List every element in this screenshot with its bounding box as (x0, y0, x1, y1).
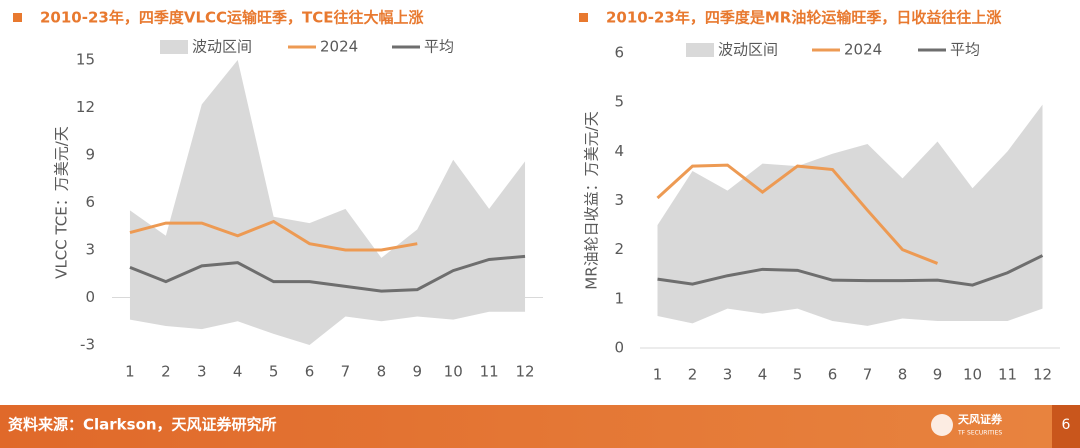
y-axis-label: MR油轮日收益：万美元/天 (583, 111, 601, 289)
legend-label: 2024 (320, 38, 358, 56)
x-tick-label: 5 (793, 366, 803, 384)
title-bullet (579, 13, 588, 22)
y-tick-label: 15 (76, 51, 95, 69)
y-tick-label: 4 (614, 142, 624, 160)
y-tick-label: 2 (614, 240, 624, 258)
x-tick-label: 12 (1033, 366, 1052, 384)
y-tick-label: 6 (85, 193, 95, 211)
x-tick-label: 3 (197, 363, 207, 381)
x-tick-label: 10 (444, 363, 463, 381)
chart-title: 2010-23年，四季度VLCC运输旺季，TCE往往大幅上涨 (40, 9, 424, 27)
legend-label: 2024 (844, 41, 882, 59)
y-tick-label: 1 (614, 289, 624, 307)
series-line (657, 254, 1044, 287)
title-bullet (13, 13, 22, 22)
legend-label: 波动区间 (192, 38, 252, 56)
x-tick-label: 4 (758, 366, 768, 384)
x-tick-label: 1 (653, 366, 663, 384)
y-tick-label: 9 (85, 146, 95, 164)
series-line (129, 254, 526, 293)
x-tick-label: 11 (998, 366, 1017, 384)
logo: 天风证券 (958, 412, 1003, 426)
legend-label: 波动区间 (718, 41, 778, 59)
y-tick-label: -3 (80, 336, 95, 354)
y-tick-label: 0 (614, 339, 624, 357)
x-tick-label: 3 (723, 366, 733, 384)
logo-icon (931, 414, 953, 436)
range-band (129, 60, 526, 345)
footer-bar (0, 405, 1080, 448)
range-band (657, 104, 1043, 326)
x-tick-label: 8 (898, 366, 908, 384)
series-line (129, 219, 418, 252)
y-tick-label: 12 (76, 98, 95, 116)
x-tick-label: 6 (828, 366, 838, 384)
x-tick-label: 6 (305, 363, 315, 381)
x-tick-label: 1 (125, 363, 135, 381)
legend-label: 平均 (424, 38, 454, 56)
x-tick-label: 5 (269, 363, 279, 381)
x-tick-label: 7 (341, 363, 351, 381)
legend-swatch (686, 43, 714, 57)
y-tick-label: 0 (85, 288, 95, 306)
chart-title: 2010-23年，四季度是MR油轮运输旺季，日收益往往上涨 (606, 9, 1001, 27)
y-tick-label: 3 (85, 241, 95, 259)
source: 资料来源：Clarkson，天风证券研究所 (8, 416, 277, 434)
legend-label: 平均 (950, 41, 980, 59)
x-tick-label: 9 (413, 363, 423, 381)
x-tick-label: 8 (377, 363, 387, 381)
x-tick-label: 9 (933, 366, 943, 384)
x-tick-label: 2 (161, 363, 171, 381)
x-tick-label: 10 (963, 366, 982, 384)
x-tick-label: 12 (515, 363, 534, 381)
x-tick-label: 4 (233, 363, 243, 381)
y-tick-label: 3 (614, 191, 624, 209)
logo-sub: TF SECURITIES (957, 430, 1002, 437)
page-tab (1052, 405, 1080, 448)
y-tick-label: 5 (614, 93, 624, 111)
x-tick-label: 11 (480, 363, 499, 381)
y-axis-label: VLCC TCE：万美元/天 (53, 126, 71, 279)
y-tick-label: 6 (614, 44, 624, 62)
x-tick-label: 7 (863, 366, 873, 384)
page-number: 6 (1062, 417, 1071, 433)
series-line (656, 163, 939, 265)
x-tick-label: 2 (688, 366, 698, 384)
legend-swatch (160, 40, 188, 54)
